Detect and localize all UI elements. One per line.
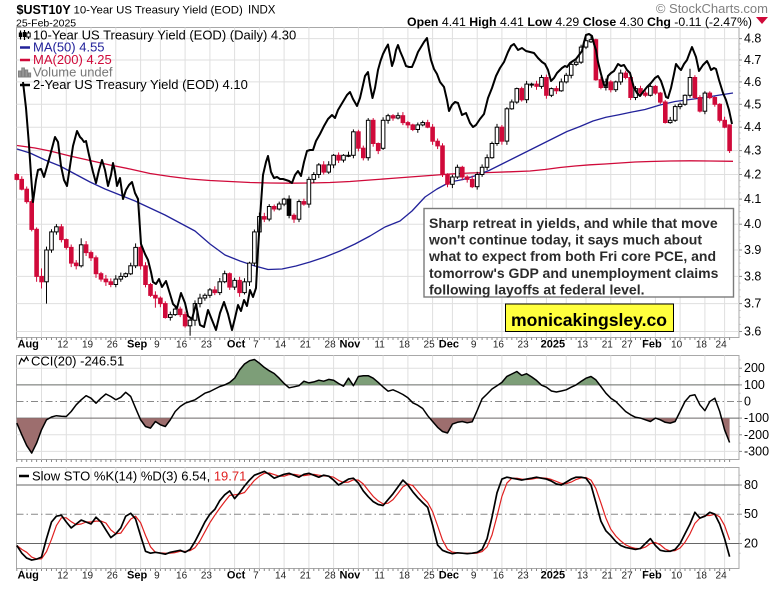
svg-text:$UST10Y: $UST10Y bbox=[17, 3, 72, 17]
svg-text:7: 7 bbox=[253, 571, 259, 582]
svg-text:4.1: 4.1 bbox=[744, 192, 761, 206]
svg-text:11: 11 bbox=[374, 340, 385, 351]
svg-text:Feb: Feb bbox=[642, 570, 662, 582]
svg-text:won't continue today, it says: won't continue today, it says much about bbox=[428, 232, 702, 248]
svg-text:10-Year US Treasury Yield (EOD: 10-Year US Treasury Yield (EOD) (Daily) … bbox=[33, 28, 296, 43]
svg-text:Dec: Dec bbox=[439, 570, 459, 582]
svg-text:Nov: Nov bbox=[340, 570, 362, 582]
svg-text:Feb: Feb bbox=[642, 339, 662, 351]
svg-text:4.3: 4.3 bbox=[744, 144, 761, 158]
svg-text:Oct: Oct bbox=[227, 570, 246, 582]
svg-text:MA(200) 4.25: MA(200) 4.25 bbox=[33, 52, 112, 67]
svg-text:4.0: 4.0 bbox=[744, 217, 761, 231]
svg-text:9: 9 bbox=[471, 340, 477, 351]
svg-text:INDX: INDX bbox=[248, 5, 276, 17]
svg-text:13: 13 bbox=[577, 340, 589, 351]
svg-text:4.6: 4.6 bbox=[744, 75, 761, 89]
svg-text:14: 14 bbox=[275, 571, 287, 582]
svg-text:18: 18 bbox=[399, 340, 411, 351]
svg-text:following layoffs at federal l: following layoffs at federal level. bbox=[429, 281, 645, 297]
svg-text:16: 16 bbox=[493, 571, 505, 582]
svg-text:16: 16 bbox=[176, 340, 188, 351]
svg-text:26: 26 bbox=[107, 571, 119, 582]
svg-text:Aug: Aug bbox=[18, 570, 39, 582]
svg-text:26: 26 bbox=[107, 340, 119, 351]
svg-text:100: 100 bbox=[744, 378, 765, 392]
svg-text:4.7: 4.7 bbox=[744, 53, 761, 67]
svg-text:9: 9 bbox=[154, 571, 160, 582]
svg-text:21: 21 bbox=[602, 340, 614, 351]
svg-text:2025: 2025 bbox=[541, 570, 565, 582]
svg-text:MA(50) 4.55: MA(50) 4.55 bbox=[33, 40, 105, 55]
svg-text:10: 10 bbox=[671, 571, 683, 582]
svg-text:11: 11 bbox=[374, 571, 385, 582]
svg-text:4.5: 4.5 bbox=[744, 97, 761, 111]
svg-text:what to expect from both Fri c: what to expect from both Fri core PCE, a… bbox=[428, 248, 716, 264]
svg-text:13: 13 bbox=[577, 571, 589, 582]
svg-text:21: 21 bbox=[300, 340, 312, 351]
svg-text:18: 18 bbox=[399, 571, 411, 582]
svg-text:Volume undef: Volume undef bbox=[33, 65, 113, 80]
svg-text:monicakingsley.co: monicakingsley.co bbox=[511, 310, 667, 330]
svg-text:4.2: 4.2 bbox=[744, 168, 761, 182]
svg-text:10: 10 bbox=[671, 340, 683, 351]
svg-text:21: 21 bbox=[602, 571, 614, 582]
svg-text:Sharp retreat in yields, and w: Sharp retreat in yields, and while that … bbox=[429, 215, 718, 231]
svg-text:12: 12 bbox=[57, 571, 69, 582]
svg-text:50: 50 bbox=[744, 507, 758, 521]
svg-text:3.8: 3.8 bbox=[744, 269, 761, 283]
svg-text:3.9: 3.9 bbox=[744, 243, 761, 257]
svg-text:27: 27 bbox=[622, 571, 634, 582]
svg-text:9: 9 bbox=[154, 340, 160, 351]
svg-text:24: 24 bbox=[716, 340, 728, 351]
svg-text:Slow STO %K(14) %D(3) 6.54, 19: Slow STO %K(14) %D(3) 6.54, 19.71 bbox=[32, 469, 246, 484]
svg-text:14: 14 bbox=[275, 340, 287, 351]
svg-text:2025: 2025 bbox=[541, 339, 565, 351]
svg-text:4.8: 4.8 bbox=[744, 32, 761, 46]
svg-text:Sep: Sep bbox=[127, 570, 147, 582]
svg-text:20: 20 bbox=[744, 537, 758, 551]
svg-text:-200: -200 bbox=[744, 428, 769, 442]
svg-text:18: 18 bbox=[696, 571, 708, 582]
svg-text:-300: -300 bbox=[744, 444, 769, 458]
svg-text:Open 4.41 High 4.41 Low 4.29 C: Open 4.41 High 4.41 Low 4.29 Close 4.30 … bbox=[407, 15, 752, 29]
svg-text:Oct: Oct bbox=[227, 339, 246, 351]
svg-text:200: 200 bbox=[744, 361, 765, 375]
svg-text:-100: -100 bbox=[744, 411, 769, 425]
svg-text:7: 7 bbox=[253, 340, 259, 351]
svg-text:CCI(20) -246.51: CCI(20) -246.51 bbox=[31, 354, 124, 369]
svg-text:9: 9 bbox=[471, 571, 477, 582]
svg-text:80: 80 bbox=[744, 478, 758, 492]
svg-text:© StockCharts.com: © StockCharts.com bbox=[656, 1, 768, 16]
svg-text:18: 18 bbox=[696, 340, 708, 351]
svg-text:27: 27 bbox=[622, 340, 634, 351]
svg-text:4.4: 4.4 bbox=[744, 120, 761, 134]
svg-text:23: 23 bbox=[518, 571, 530, 582]
svg-text:25: 25 bbox=[424, 340, 436, 351]
svg-text:12: 12 bbox=[57, 340, 69, 351]
svg-text:23: 23 bbox=[518, 340, 530, 351]
svg-text:28: 28 bbox=[325, 340, 337, 351]
svg-text:16: 16 bbox=[493, 340, 505, 351]
svg-text:25-Feb-2025: 25-Feb-2025 bbox=[16, 18, 76, 30]
svg-text:tomorrow's GDP and unemploymen: tomorrow's GDP and unemployment claims bbox=[429, 265, 719, 281]
svg-text:21: 21 bbox=[300, 571, 312, 582]
svg-text:16: 16 bbox=[176, 571, 188, 582]
svg-text:Aug: Aug bbox=[18, 339, 39, 351]
svg-text:Sep: Sep bbox=[127, 339, 147, 351]
svg-text:10-Year US Treasury Yield (EOD: 10-Year US Treasury Yield (EOD) bbox=[74, 5, 243, 17]
svg-text:23: 23 bbox=[201, 340, 213, 351]
svg-text:23: 23 bbox=[201, 571, 213, 582]
svg-text:19: 19 bbox=[82, 571, 94, 582]
svg-text:25: 25 bbox=[424, 571, 436, 582]
svg-text:Dec: Dec bbox=[439, 339, 459, 351]
svg-text:24: 24 bbox=[716, 571, 728, 582]
svg-text:19: 19 bbox=[82, 340, 94, 351]
svg-text:0: 0 bbox=[744, 395, 751, 409]
svg-text:Nov: Nov bbox=[340, 339, 362, 351]
svg-text:28: 28 bbox=[325, 571, 337, 582]
svg-text:3.7: 3.7 bbox=[744, 297, 761, 311]
svg-text:3.6: 3.6 bbox=[744, 325, 761, 339]
svg-text:2-Year US Treasury Yield (EOD): 2-Year US Treasury Yield (EOD) 4.10 bbox=[33, 77, 248, 92]
